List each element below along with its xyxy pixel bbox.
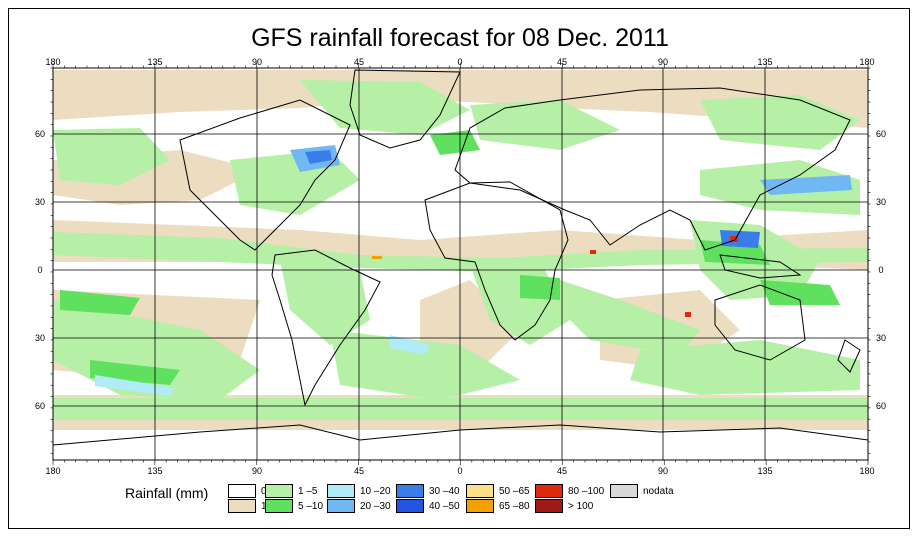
legend-label-4: 10 –20 [360, 486, 391, 497]
lon-label-bottom: 135 [147, 466, 162, 476]
lon-label-top: 90 [252, 57, 262, 67]
lat-label-left: 30 [35, 197, 45, 207]
legend-label-5: 20 –30 [360, 501, 391, 512]
lon-label-bottom: 90 [252, 466, 262, 476]
lat-label-left: 30 [35, 333, 45, 343]
legend-swatch-3 [265, 499, 293, 513]
legend-label-12: nodata [643, 486, 674, 497]
legend-swatch-4 [327, 484, 355, 498]
lat-label-right: 60 [876, 401, 886, 411]
lon-label-top: 90 [658, 57, 668, 67]
lon-label-bottom: 45 [557, 466, 567, 476]
lon-label-bottom: 135 [757, 466, 772, 476]
lon-label-bottom: 180 [859, 466, 874, 476]
lon-label-top: 45 [354, 57, 364, 67]
legend-swatch-11 [535, 499, 563, 513]
legend-swatch-12 [610, 484, 638, 498]
legend-swatch-8 [466, 484, 494, 498]
new-zealand-outline [837, 339, 861, 373]
lon-label-top: 0 [457, 57, 462, 67]
legend-label-8: 50 –65 [499, 486, 530, 497]
legend-swatch-7 [396, 499, 424, 513]
legend-swatch-2 [265, 484, 293, 498]
lon-label-bottom: 45 [354, 466, 364, 476]
legend-label-7: 40 –50 [429, 501, 460, 512]
legend-label-0: 0 [261, 486, 267, 497]
north-america-outline [179, 99, 351, 251]
lon-label-bottom: 0 [457, 466, 462, 476]
legend-label-1: 1 [261, 501, 267, 512]
lat-label-left: 0 [37, 265, 42, 275]
figure-frame [8, 8, 910, 529]
legend-title: Rainfall (mm) [125, 485, 209, 501]
map-area [53, 68, 868, 460]
lat-label-left: 60 [35, 129, 45, 139]
lon-label-bottom: 90 [658, 466, 668, 476]
legend-label-3: 5 –10 [298, 501, 324, 512]
legend-swatch-10 [535, 484, 563, 498]
legend-swatch-9 [466, 499, 494, 513]
lon-label-top: 180 [45, 57, 60, 67]
lon-label-top: 45 [557, 57, 567, 67]
greenland-outline [349, 69, 461, 149]
legend-label-11: > 100 [568, 501, 594, 512]
lon-label-bottom: 180 [45, 466, 60, 476]
africa-outline [424, 181, 569, 341]
lon-label-top: 135 [757, 57, 772, 67]
tick-marks [50, 63, 871, 465]
eurasia-outline [454, 87, 851, 251]
graticule [53, 68, 868, 460]
legend-label-10: 80 –100 [568, 486, 605, 497]
south-america-outline [271, 249, 381, 407]
lat-label-right: 60 [876, 129, 886, 139]
legend-swatch-5 [327, 499, 355, 513]
lon-label-top: 180 [859, 57, 874, 67]
map-title: GFS rainfall forecast for 08 Dec. 2011 [251, 24, 669, 52]
legend-label-6: 30 –40 [429, 486, 460, 497]
australia-outline [714, 284, 806, 361]
lat-label-right: 30 [876, 333, 886, 343]
legend-label-2: 1 –5 [298, 486, 318, 497]
lat-label-right: 30 [876, 197, 886, 207]
legend-label-9: 65 –80 [499, 501, 530, 512]
legend-swatch-1 [228, 499, 256, 513]
lon-label-top: 135 [147, 57, 162, 67]
legend-swatch-0 [228, 484, 256, 498]
lat-label-right: 0 [878, 265, 883, 275]
legend-swatch-6 [396, 484, 424, 498]
lat-label-left: 60 [35, 401, 45, 411]
indonesia-outline [719, 254, 802, 279]
